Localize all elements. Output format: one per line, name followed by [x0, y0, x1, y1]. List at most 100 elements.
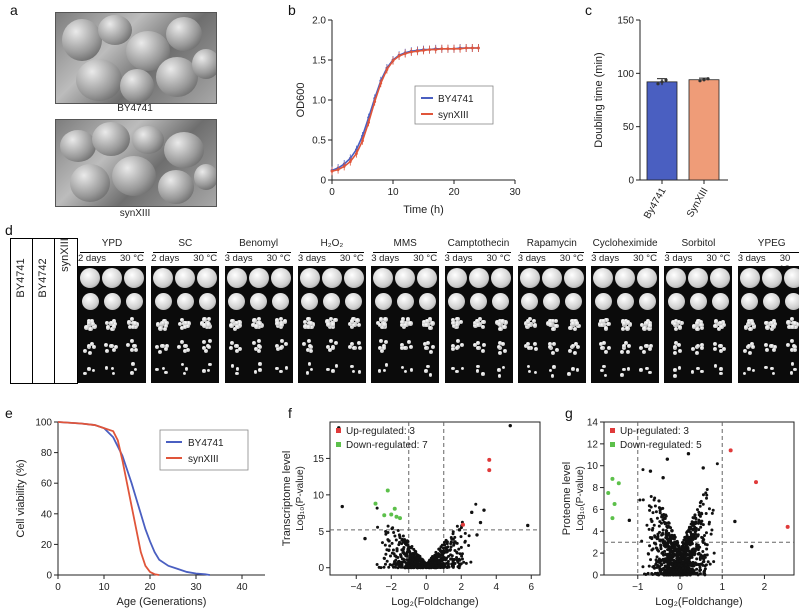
data-point: [685, 533, 689, 537]
data-point: [655, 573, 659, 577]
colony-dot: [790, 339, 795, 344]
condition-underline: [739, 252, 799, 253]
data-point: [710, 528, 714, 532]
data-point: [417, 562, 421, 566]
colony-dot: [525, 319, 531, 324]
colony-spot: [299, 268, 320, 288]
data-point: [703, 555, 707, 559]
condition-days: 3 days: [297, 253, 326, 264]
y-axis-label: Proteome level: [561, 462, 573, 535]
colony-dot: [237, 320, 242, 325]
colony-dot: [110, 326, 115, 332]
data-point: [400, 542, 404, 546]
colony-dot: [349, 319, 355, 324]
data-point: [672, 570, 676, 574]
condition-label: Sorbitol: [681, 238, 716, 249]
data-point: [403, 538, 407, 542]
data-point: [396, 563, 400, 567]
colony-dot: [130, 348, 135, 353]
colony-dot: [425, 318, 430, 324]
colony-dot: [206, 316, 212, 322]
x-tick-label: 2: [762, 582, 768, 593]
data-point: [687, 528, 691, 532]
data-point: [699, 525, 703, 529]
colony-dot: [382, 345, 387, 350]
data-point: [689, 539, 693, 543]
data-point: [653, 504, 657, 508]
colony-dot: [573, 318, 578, 324]
data-point: [459, 535, 463, 539]
data-point: [460, 554, 464, 558]
colony-dot: [279, 339, 284, 344]
data-point: [686, 536, 690, 540]
condition-temp: 30 °C: [633, 253, 657, 264]
colony-spot: [448, 292, 465, 310]
colony-spot: [248, 268, 269, 288]
colony-dot: [422, 319, 427, 325]
up-point: [487, 468, 492, 473]
condition-underline: [666, 252, 731, 253]
colony-dot: [258, 368, 262, 372]
data-point: [694, 517, 698, 521]
colony-dot: [132, 321, 138, 326]
colony-dot: [719, 324, 724, 330]
data-point: [650, 537, 654, 541]
data-point: [382, 556, 386, 560]
data-point: [661, 514, 665, 518]
colony-dot: [455, 316, 460, 322]
data-point: [379, 81, 383, 85]
colony-dot: [751, 345, 756, 350]
plot-frame: [329, 421, 541, 576]
data-point: [686, 556, 690, 560]
colony-dot: [747, 351, 752, 356]
colony-spot: [153, 268, 174, 288]
data-point: [669, 546, 673, 550]
colony-dot: [793, 344, 797, 349]
colony-dot: [206, 368, 211, 373]
colony-dot: [550, 374, 555, 378]
micrograph-synxiii: [55, 119, 217, 207]
colony-dot: [384, 339, 389, 344]
colony-dot: [403, 322, 408, 328]
y-tick-label: 150: [617, 16, 634, 27]
colony-dot: [568, 325, 573, 331]
data-point: [701, 563, 705, 567]
colony-dot: [451, 323, 457, 329]
colony-dot: [109, 320, 115, 326]
colony-dot: [746, 318, 751, 324]
colony-dot: [548, 318, 553, 324]
legend-label: synXIII: [188, 454, 219, 465]
data-point: [697, 551, 701, 555]
data-point: [664, 533, 668, 537]
data-point: [701, 540, 705, 544]
data-point: [668, 551, 672, 555]
colony-dot: [351, 316, 356, 322]
data-point: [677, 563, 681, 567]
colony-dot: [204, 348, 209, 353]
data-point: [662, 520, 666, 524]
data-point: [649, 558, 653, 562]
data-point: [691, 516, 695, 520]
colony-spot: [198, 292, 216, 310]
colony-spot: [80, 268, 100, 288]
data-point: [464, 46, 468, 50]
condition-underline: [80, 252, 144, 253]
data-point: [396, 555, 400, 559]
colony-dot: [625, 326, 630, 331]
data-point: [675, 555, 679, 559]
data-point: [348, 160, 352, 164]
x-tick-label: 20: [144, 582, 156, 593]
colony-dot: [279, 346, 284, 351]
colony-dot: [351, 322, 357, 328]
colony-dot: [184, 367, 189, 371]
data-point: [434, 566, 438, 570]
colony-dot: [599, 322, 605, 328]
y-axis-label: Transcriptome level: [281, 451, 293, 547]
colony-dot: [696, 366, 700, 371]
data-point: [659, 571, 663, 575]
data-point: [676, 544, 680, 548]
colony-dot: [500, 319, 505, 324]
colony-dot: [551, 326, 556, 332]
colony-spot: [175, 268, 196, 288]
